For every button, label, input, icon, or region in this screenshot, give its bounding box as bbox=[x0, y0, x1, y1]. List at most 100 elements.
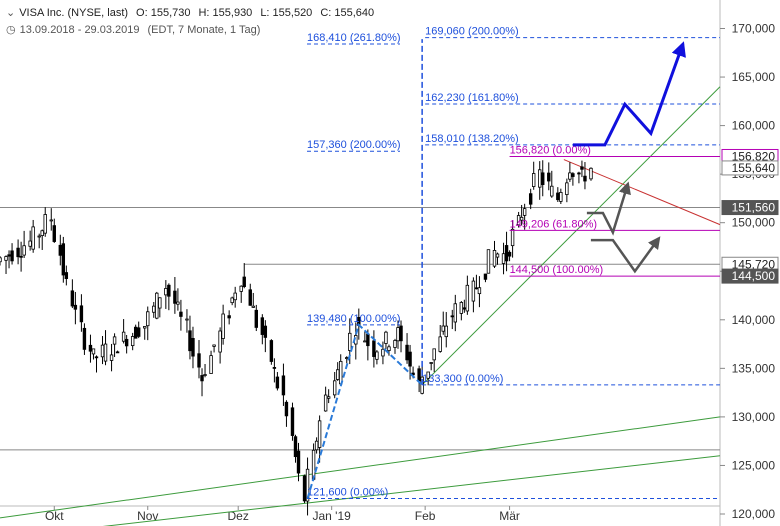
scenario-arrow-1 bbox=[586, 181, 631, 236]
x-tick-label: Dez bbox=[228, 509, 249, 523]
candle-body bbox=[284, 401, 289, 417]
candle-body bbox=[263, 325, 268, 338]
candle-body bbox=[483, 273, 488, 280]
candle-body bbox=[405, 344, 409, 361]
x-tick-label: Okt bbox=[45, 509, 64, 523]
candle-body bbox=[387, 346, 391, 351]
candle-body bbox=[272, 367, 277, 369]
candle-body bbox=[453, 303, 457, 323]
candle-body bbox=[438, 336, 442, 352]
candle-body bbox=[221, 313, 225, 339]
candle-body bbox=[504, 245, 509, 262]
price-tag-label: 156,820 bbox=[732, 149, 776, 163]
fib-0-b-label: 133,300 (0.00%) bbox=[422, 373, 503, 385]
candle-body bbox=[7, 254, 11, 257]
fib-261-8-label: 168,410 (261.80%) bbox=[307, 32, 401, 44]
chevron-down-icon[interactable]: ⌄ bbox=[6, 7, 16, 19]
candle-body bbox=[528, 193, 533, 205]
candle-body bbox=[130, 336, 135, 347]
candle-body bbox=[565, 182, 569, 196]
y-tick-label: 120,000 bbox=[732, 507, 776, 521]
trend-line-long bbox=[0, 416, 721, 519]
candle-body bbox=[547, 172, 551, 182]
candle-body bbox=[121, 331, 126, 342]
price-tag-label: 155,640 bbox=[732, 161, 776, 175]
candle-body bbox=[158, 297, 162, 309]
candle-body bbox=[227, 315, 231, 319]
resistance-line bbox=[563, 159, 721, 226]
candle-body bbox=[556, 192, 560, 201]
candle-body bbox=[146, 311, 150, 327]
candle-body bbox=[363, 340, 367, 343]
candle-body bbox=[191, 337, 195, 357]
candle-body bbox=[336, 369, 340, 380]
candle-body bbox=[52, 225, 56, 242]
candle-body bbox=[212, 344, 216, 347]
candle-body bbox=[486, 249, 491, 274]
candle-body bbox=[311, 449, 316, 480]
candle-body bbox=[197, 353, 201, 368]
date-range: 13.09.2018 - 29.03.2019 bbox=[19, 24, 140, 36]
candle-body bbox=[275, 376, 280, 389]
candle-body bbox=[112, 336, 117, 345]
candle-body bbox=[559, 192, 563, 202]
candle-body bbox=[317, 420, 322, 448]
y-tick-label: 165,000 bbox=[732, 70, 776, 84]
candle-body bbox=[384, 331, 388, 344]
candle-body bbox=[218, 330, 222, 353]
candle-body bbox=[73, 304, 78, 310]
candle-body bbox=[209, 355, 213, 374]
candle-body bbox=[19, 255, 23, 258]
candle-body bbox=[302, 475, 307, 502]
candle-body bbox=[345, 357, 349, 359]
candle-body bbox=[239, 285, 243, 292]
candle-body bbox=[248, 289, 252, 306]
candle-body bbox=[70, 290, 75, 307]
candle-body bbox=[58, 244, 63, 256]
candle-body bbox=[366, 333, 370, 347]
candle-body bbox=[109, 354, 114, 361]
candle-body bbox=[16, 247, 20, 258]
fib-200-b-label: 169,060 (200.00%) bbox=[425, 26, 519, 38]
instrument-title: VISA Inc. (NYSE, last) bbox=[19, 7, 129, 19]
candle-body bbox=[459, 302, 464, 314]
candle-body bbox=[522, 208, 527, 216]
candle-body bbox=[115, 351, 120, 354]
candle-body bbox=[293, 436, 298, 458]
candle-body bbox=[519, 216, 524, 221]
candle-body bbox=[323, 394, 328, 412]
clock-icon: ◷ bbox=[6, 24, 16, 36]
candle-body bbox=[571, 173, 575, 177]
candle-body bbox=[233, 292, 237, 301]
x-tick-label: Feb bbox=[415, 509, 436, 523]
candle-body bbox=[82, 327, 87, 350]
candle-body bbox=[296, 450, 301, 474]
candle-body bbox=[577, 172, 581, 175]
trend-line-up bbox=[421, 86, 721, 386]
y-tick-label: 135,000 bbox=[732, 361, 776, 375]
candle-body bbox=[152, 305, 156, 313]
candle-body bbox=[167, 284, 171, 297]
candle-body bbox=[399, 325, 403, 342]
candle-body bbox=[408, 351, 412, 367]
candle-body bbox=[290, 407, 295, 436]
candle-body bbox=[88, 344, 93, 352]
y-tick-label: 125,000 bbox=[732, 458, 776, 472]
candle-body bbox=[432, 348, 436, 361]
price-tag-box bbox=[721, 200, 779, 216]
y-tick-label: 170,000 bbox=[732, 22, 776, 36]
candle-body bbox=[471, 280, 476, 302]
chart-header-quote: ⌄ VISA Inc. (NYSE, last) O: 155,730 H: 155,… bbox=[6, 6, 374, 19]
candle-body bbox=[492, 250, 497, 267]
x-tick-label: Jan '19 bbox=[313, 509, 352, 523]
price-tag-label: 151,560 bbox=[732, 201, 776, 215]
candle-body bbox=[465, 284, 470, 312]
candle-body bbox=[426, 371, 430, 379]
candle-body bbox=[164, 288, 168, 296]
candle-body bbox=[185, 318, 189, 321]
candle-body bbox=[143, 326, 147, 329]
candle-body bbox=[173, 290, 177, 304]
candle-body bbox=[94, 356, 99, 359]
fib-mag-100-label: 144,500 (100.00%) bbox=[510, 264, 604, 276]
